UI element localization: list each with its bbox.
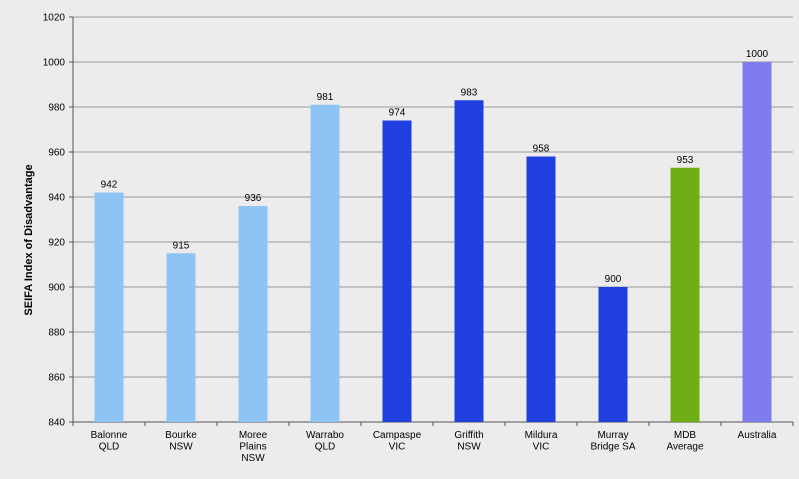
data-label: 983	[461, 87, 478, 98]
y-tick-label: 860	[48, 373, 65, 384]
x-tick-label: Mildura VIC	[525, 430, 558, 453]
x-tick-label: Campaspe VIC	[373, 430, 422, 453]
data-label: 936	[245, 193, 262, 204]
bar	[310, 104, 340, 422]
bar	[526, 156, 556, 422]
bar	[670, 167, 700, 422]
data-label: 915	[173, 240, 190, 251]
data-label: 1000	[746, 49, 769, 60]
x-tick-label: Australia	[738, 430, 777, 441]
x-tick-label: Bourke NSW	[165, 430, 197, 453]
x-tick-label: Balonne QLD	[91, 430, 128, 453]
data-label: 942	[101, 180, 118, 191]
bars	[94, 62, 772, 422]
x-tick-label: Moree Plains NSW	[239, 430, 268, 464]
y-tick-label: 840	[48, 418, 65, 429]
data-label: 974	[389, 108, 406, 119]
data-label: 981	[317, 92, 334, 103]
data-label: 958	[533, 144, 550, 155]
y-tick-label: 1020	[43, 13, 66, 24]
bar	[742, 62, 772, 422]
y-tick-label: 920	[48, 238, 65, 249]
y-tick-label: 980	[48, 103, 65, 114]
bar	[166, 253, 196, 422]
labels: 840 860 880 900 920 940 960 980 1000 1020 942 Balon…	[43, 13, 777, 465]
data-label: 900	[605, 274, 622, 285]
x-tick-label: Murray Bridge SA	[590, 430, 635, 453]
y-tick-label: 940	[48, 193, 65, 204]
y-axis-label: SEIFA Index of Disadvantage	[23, 164, 35, 315]
bar	[598, 287, 628, 422]
x-tick-label: Warrabo QLD	[306, 430, 344, 453]
y-tick-label: 900	[48, 283, 65, 294]
y-tick-label: 1000	[43, 58, 66, 69]
bar	[382, 120, 412, 422]
y-tick-label: 960	[48, 148, 65, 159]
data-label: 953	[677, 155, 694, 166]
bar	[238, 206, 268, 422]
y-tick-label: 880	[48, 328, 65, 339]
x-tick-label: Griffith NSW	[454, 430, 483, 453]
bar	[454, 100, 484, 422]
bar	[94, 192, 124, 422]
x-tick-label: MDB Average	[666, 430, 704, 453]
